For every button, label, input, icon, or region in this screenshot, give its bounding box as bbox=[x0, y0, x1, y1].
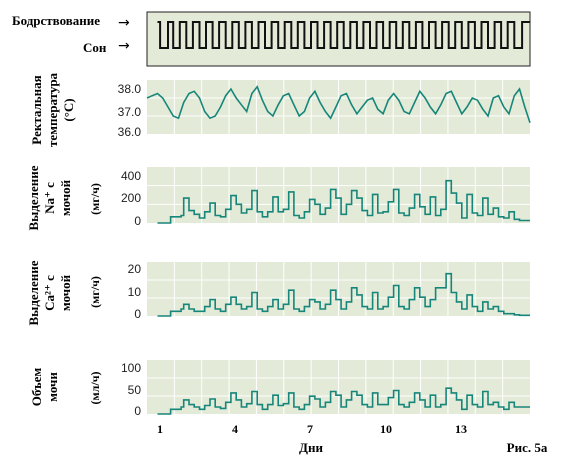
calcium-series bbox=[157, 272, 530, 317]
xtick-10: 10 bbox=[380, 422, 392, 436]
vol-ylabel-line1: Объем bbox=[29, 368, 44, 407]
sleep-arrow-icon: → bbox=[118, 38, 130, 54]
vol-unit-label: (мл/ч) bbox=[88, 371, 102, 404]
sleep-label: Сон bbox=[83, 40, 107, 55]
temperature-series bbox=[146, 85, 531, 124]
vol-ylabel: Объем мочи bbox=[29, 368, 60, 407]
na-unit: (мг/ч) bbox=[88, 183, 102, 215]
xtick-4: 4 bbox=[232, 422, 238, 436]
temp-ytick-top: 38.0 bbox=[118, 82, 142, 96]
vol-ytick-mid: 50 bbox=[128, 383, 142, 397]
na-ytick-top: 400 bbox=[121, 169, 141, 183]
ca-unit: (мг/ч) bbox=[88, 276, 102, 308]
awake-label: Бодрствование bbox=[12, 13, 100, 28]
x-axis: 1 4 7 10 13 Дни Рис. 5а bbox=[157, 422, 548, 455]
sodium-series bbox=[157, 179, 530, 224]
panel-temp: 38.0 37.0 36.0 Ректальная температура (°… bbox=[29, 72, 531, 147]
panel-na: 400 200 0 Выделение Na⁺ с мочой (мг/ч) bbox=[26, 165, 530, 230]
na-unit-label: (мг/ч) bbox=[88, 183, 102, 215]
vol-ytick-top: 100 bbox=[121, 361, 141, 375]
ca-ylabel-line1: Выделение bbox=[26, 260, 41, 325]
ca-ytick-mid: 10 bbox=[128, 285, 142, 299]
panel-sleep: Бодрствование Сон → → bbox=[12, 11, 531, 67]
panel-sleep-frame bbox=[146, 11, 531, 67]
sleep-wake-series bbox=[157, 21, 530, 49]
urine-volume-series bbox=[157, 387, 530, 415]
ca-ytick-low: 0 bbox=[134, 307, 141, 321]
temp-ylabel-line2: температура bbox=[45, 72, 60, 147]
temp-ytick-mid: 37.0 bbox=[118, 105, 142, 119]
xtick-7: 7 bbox=[307, 422, 313, 436]
na-ytick-low: 0 bbox=[134, 214, 141, 228]
temp-ylabel: Ректальная температура (°C) bbox=[29, 72, 76, 147]
na-ylabel-line1: Выделение bbox=[26, 165, 41, 230]
vol-unit: (мл/ч) bbox=[88, 371, 102, 404]
ca-unit-label: (мг/ч) bbox=[88, 276, 102, 308]
xtick-13: 13 bbox=[455, 422, 467, 436]
temp-ytick-low: 36.0 bbox=[118, 125, 142, 139]
na-ytick-mid: 200 bbox=[121, 191, 141, 205]
temp-ylabel-line3: (°C) bbox=[61, 98, 76, 121]
awake-arrow-icon: → bbox=[118, 15, 130, 31]
xtick-1: 1 bbox=[157, 422, 163, 436]
x-axis-label: Дни bbox=[299, 440, 323, 455]
vol-ylabel-line2: мочи bbox=[45, 372, 60, 402]
ca-ylabel: Выделение Ca²⁺ с мочой bbox=[26, 260, 73, 325]
ca-ylabel-line3: мочой bbox=[58, 274, 73, 311]
na-ylabel: Выделение Na⁺ с мочой bbox=[26, 165, 73, 230]
ca-ytick-top: 20 bbox=[128, 262, 142, 276]
figure-caption: Рис. 5а bbox=[507, 440, 548, 455]
ca-ylabel-line2: Ca²⁺ с bbox=[42, 275, 57, 311]
panel-ca: 20 10 0 Выделение Ca²⁺ с мочой (мг/ч) bbox=[26, 260, 530, 325]
panel-temp-grid bbox=[147, 80, 530, 134]
na-ylabel-line2: Na⁺ с bbox=[42, 182, 57, 214]
na-ylabel-line3: мочой bbox=[58, 179, 73, 216]
vol-ytick-low: 0 bbox=[134, 404, 141, 418]
panel-vol: 100 50 0 Объем мочи (мл/ч) bbox=[29, 360, 530, 418]
temp-ylabel-line1: Ректальная bbox=[29, 75, 44, 144]
